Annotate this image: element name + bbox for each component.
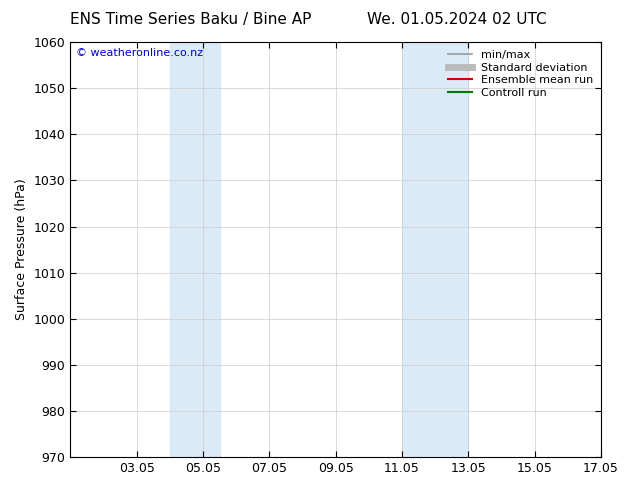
Bar	[402, 42, 469, 457]
Text: ENS Time Series Baku / Bine AP: ENS Time Series Baku / Bine AP	[70, 12, 311, 27]
Text: © weatheronline.co.nz: © weatheronline.co.nz	[75, 49, 203, 58]
Y-axis label: Surface Pressure (hPa): Surface Pressure (hPa)	[15, 179, 28, 320]
Text: We. 01.05.2024 02 UTC: We. 01.05.2024 02 UTC	[366, 12, 547, 27]
Bar	[170, 42, 219, 457]
Legend: min/max, Standard deviation, Ensemble mean run, Controll run: min/max, Standard deviation, Ensemble me…	[443, 46, 598, 102]
